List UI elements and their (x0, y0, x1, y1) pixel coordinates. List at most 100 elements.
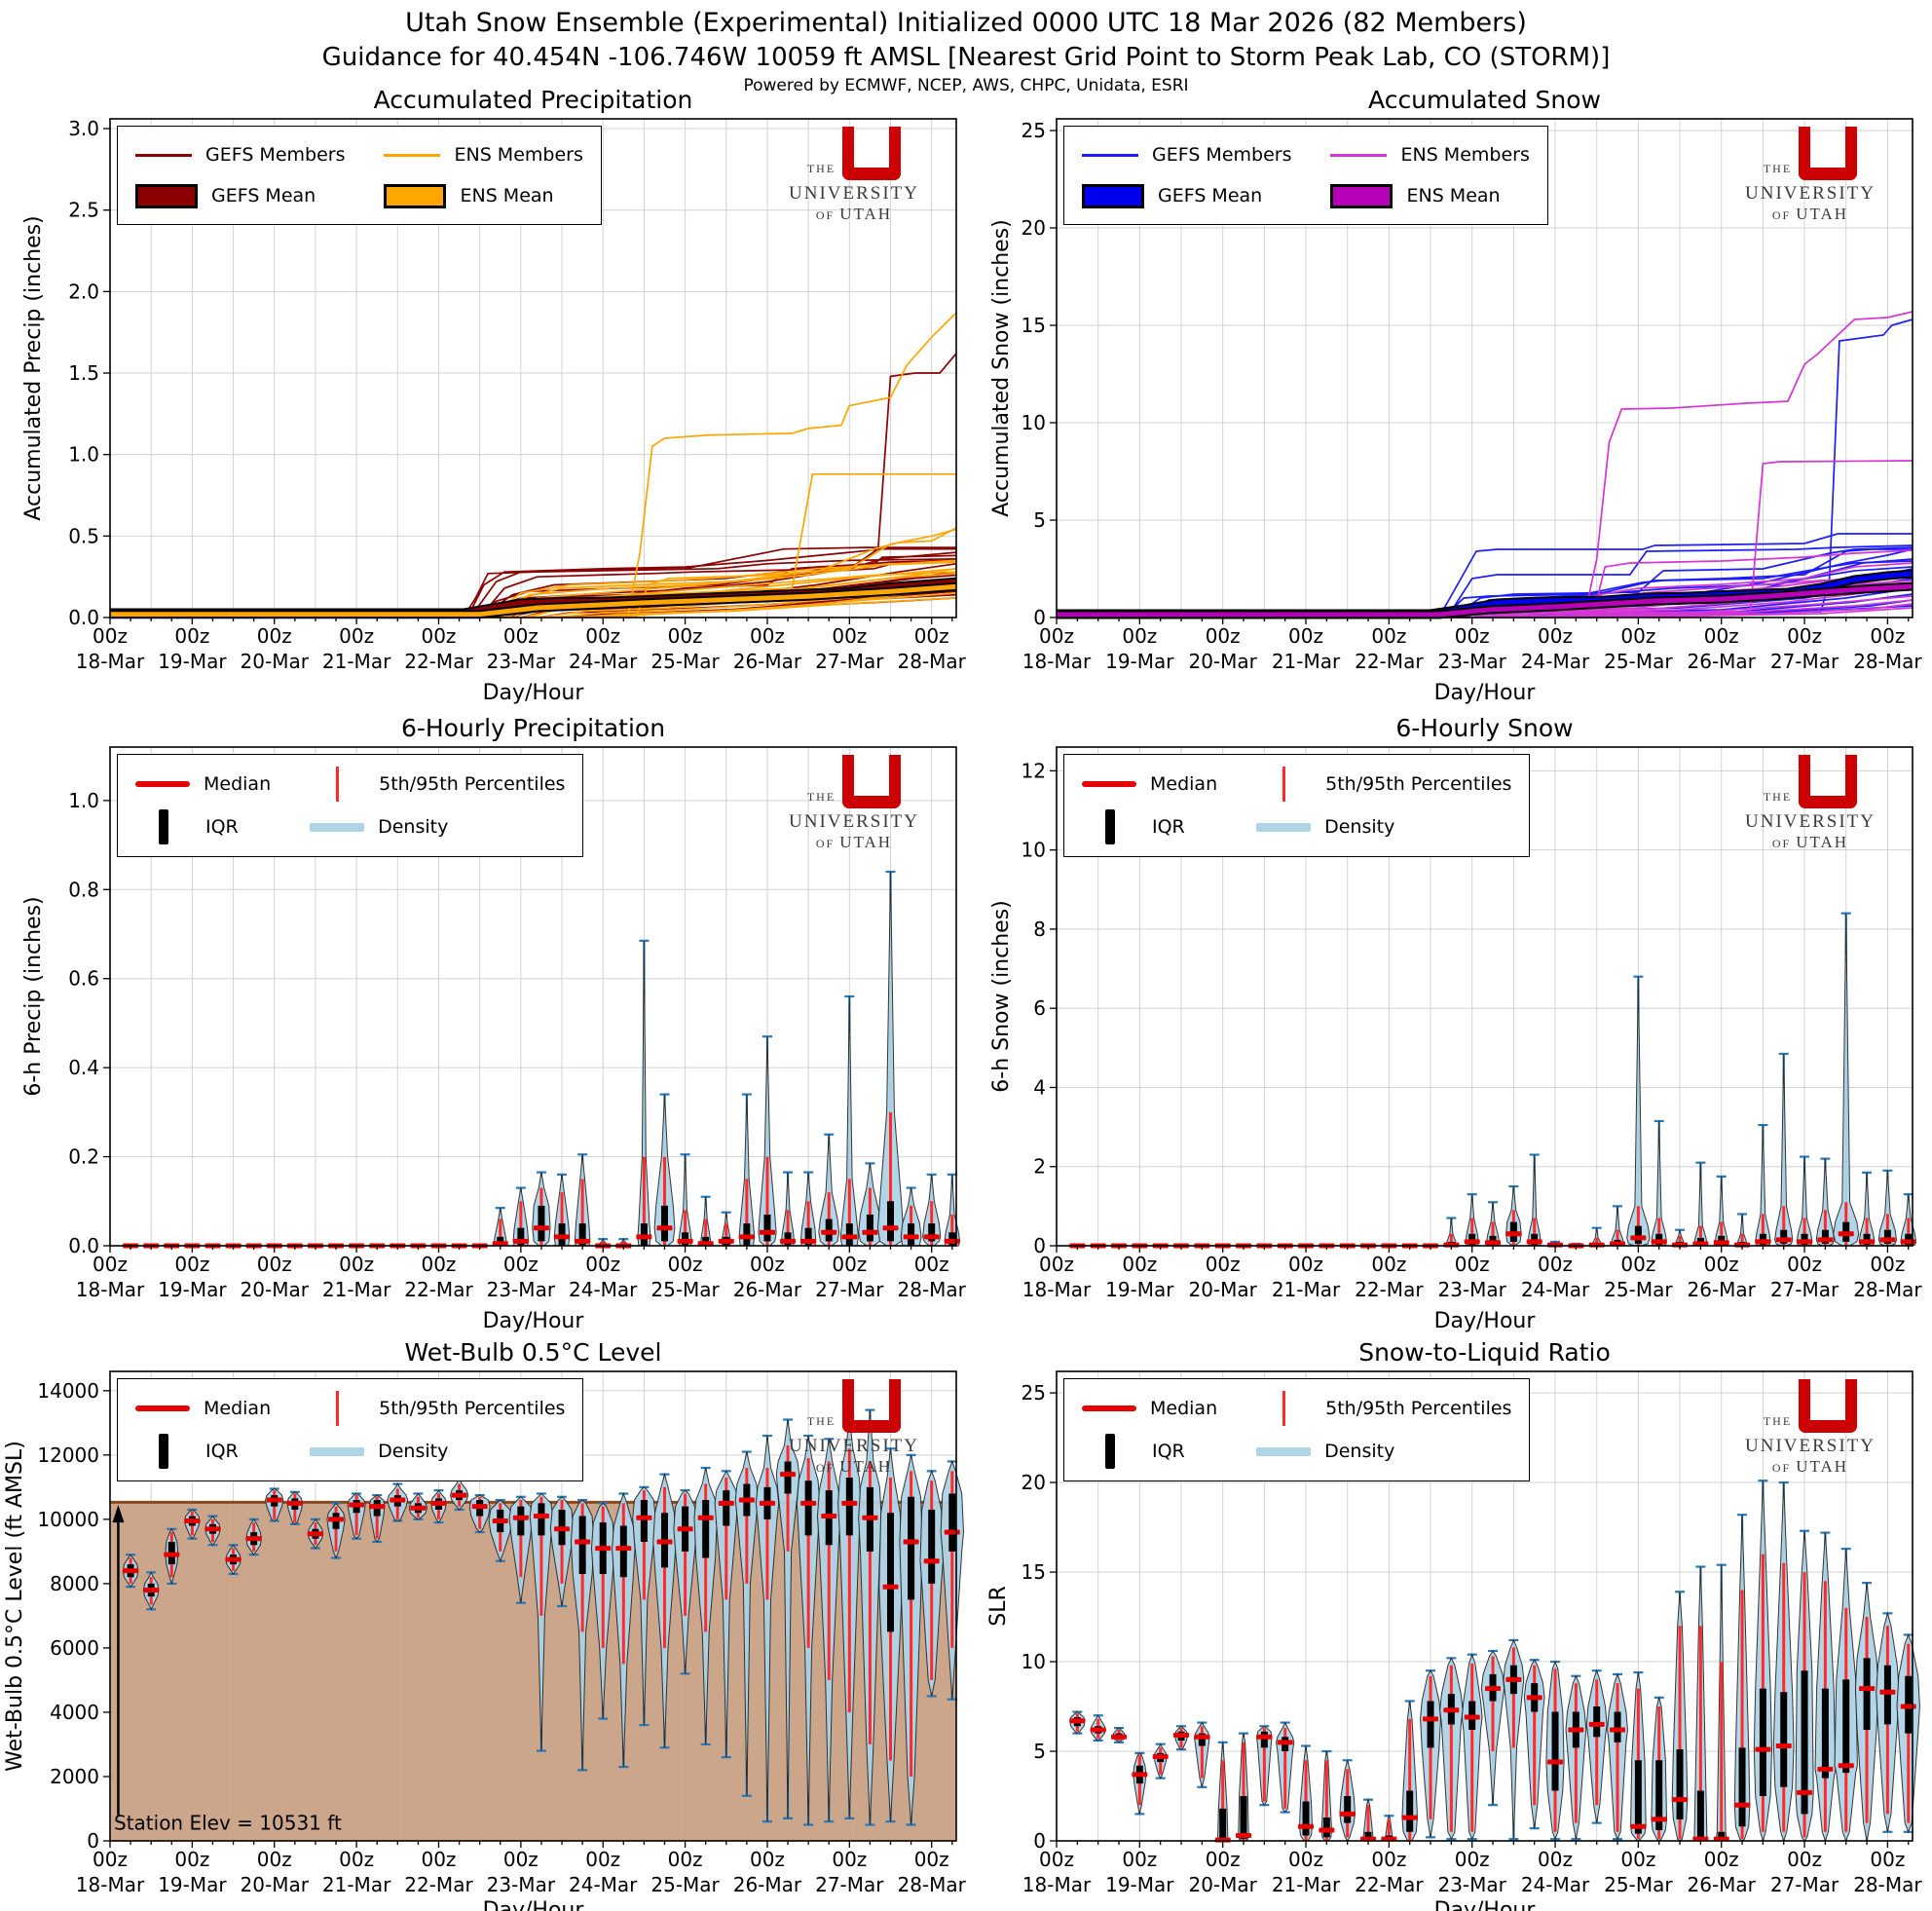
x-tick-label-date: 27-Mar (1770, 1278, 1839, 1301)
x-tick-label-hour: 00z (174, 624, 209, 648)
x-tick-label-date: 20-Mar (1188, 1873, 1257, 1896)
median-dash (677, 1238, 693, 1244)
x-tick-label-date: 26-Mar (1688, 650, 1757, 673)
median-dash (595, 1546, 612, 1552)
x-tick-label-date: 26-Mar (733, 1873, 802, 1896)
median-dash (1443, 1707, 1460, 1713)
median-dash (1859, 1686, 1876, 1692)
logo-the-text: THE (806, 790, 836, 804)
median-dash (738, 1234, 755, 1240)
legend: Median 5th/95th Percentiles IQR Density (117, 1378, 584, 1481)
x-tick-label-date: 28-Mar (897, 650, 966, 673)
x-tick-label-hour: 00z (93, 1253, 128, 1276)
x-axis-label: Day/Hour (483, 1898, 585, 1911)
gefs-member-line (110, 547, 956, 618)
median-dash (286, 1500, 303, 1506)
logo-the-text: THE (1763, 790, 1793, 804)
x-tick-label-date: 19-Mar (158, 650, 227, 673)
y-tick-label: 10 (1022, 411, 1046, 434)
median-dash (1090, 1727, 1106, 1733)
block-u-icon (842, 1379, 902, 1433)
x-tick-label-date: 21-Mar (1272, 650, 1341, 673)
median-dash (1132, 1772, 1148, 1778)
station-elevation-label: Station Elev = 10531 ft (114, 1811, 342, 1834)
y-axis-label: Wet-Bulb 0.5°C Level (ft AMSL) (3, 1441, 27, 1772)
median-dash (1859, 1239, 1876, 1245)
plot-frame (1056, 746, 1913, 1247)
legend-entry: Density (310, 809, 565, 844)
x-tick-label-date: 23-Mar (487, 1873, 556, 1896)
x-tick-label-date: 21-Mar (322, 1873, 391, 1896)
legend-swatch-hbar-icon (1256, 822, 1312, 832)
panel-title: Accumulated Snow (1368, 86, 1601, 114)
x-tick-label-date: 20-Mar (1188, 650, 1257, 673)
x-tick-label-hour: 00z (1870, 1848, 1905, 1871)
median-dash (1236, 1832, 1252, 1838)
legend-entry: IQR (1082, 809, 1217, 844)
legend-swatch-hline-icon (135, 1405, 190, 1411)
x-tick-label-hour: 00z (503, 1848, 539, 1871)
median-dash (780, 1472, 797, 1478)
median-dash (1755, 1239, 1771, 1245)
logo-the-text: THE (806, 162, 836, 175)
x-tick-label-date: 25-Mar (1604, 1873, 1673, 1896)
y-axis-label: 6-h Precip (inches) (21, 896, 46, 1096)
legend-label: Median (204, 773, 272, 795)
x-tick-label-hour: 00z (1787, 1253, 1822, 1276)
legend-label: Median (1150, 773, 1218, 795)
x-tick-label-hour: 00z (339, 624, 374, 648)
x-tick-label-date: 23-Mar (487, 1278, 556, 1301)
x-tick-label-date: 18-Mar (76, 650, 145, 673)
x-tick-label-date: 20-Mar (241, 650, 310, 673)
y-tick-label: 12000 (37, 1443, 99, 1467)
y-axis-label: SLR (986, 1586, 1011, 1627)
median-dash (328, 1517, 345, 1522)
university-of-utah-logo: THE UNIVERSITY OF UTAH (1713, 127, 1908, 224)
legend-label: GEFS Mean (1158, 185, 1263, 206)
x-tick-label-date: 23-Mar (487, 650, 556, 673)
panel-6hourly-precipitation: 0.0 0.2 0.4 0.6 0.8 1.0 00z 18-Mar 00z 19-Mar 00z 2… (0, 714, 966, 1342)
x-tick-label-date: 21-Mar (322, 1278, 391, 1301)
y-tick-label: 0.0 (68, 606, 99, 629)
x-tick-label-date: 24-Mar (1521, 650, 1590, 673)
median-dash (841, 1500, 858, 1506)
violin-body (1626, 976, 1651, 1247)
x-tick-label-date: 26-Mar (1688, 1873, 1757, 1896)
y-tick-label: 4 (1033, 1075, 1046, 1099)
median-dash (1630, 1235, 1647, 1241)
y-tick-label: 1.5 (68, 361, 99, 385)
y-tick-label: 25 (1022, 119, 1046, 142)
median-dash (1069, 1718, 1086, 1724)
legend-swatch-hbar-icon (310, 822, 365, 832)
x-tick-label-hour: 00z (1288, 624, 1323, 648)
violin-body (1796, 1156, 1813, 1247)
y-tick-label: 2.5 (68, 199, 99, 222)
logo-university-text: UNIVERSITY (789, 1436, 919, 1456)
x-tick-label-date: 26-Mar (733, 1278, 802, 1301)
y-tick-label: 6 (1033, 996, 1046, 1020)
x-tick-label-hour: 00z (339, 1253, 374, 1276)
x-tick-label-hour: 00z (257, 1848, 292, 1871)
median-dash (1256, 1734, 1273, 1740)
legend: Median 5th/95th Percentiles IQR Density (117, 754, 584, 857)
x-tick-label-date: 27-Mar (815, 1278, 884, 1301)
y-tick-label: 4000 (50, 1701, 99, 1724)
median-dash (1838, 1231, 1854, 1237)
x-tick-label-hour: 00z (1455, 624, 1490, 648)
university-of-utah-logo: THE UNIVERSITY OF UTAH (757, 127, 951, 224)
legend-entry: Median (1082, 767, 1217, 802)
x-tick-label-hour: 00z (1538, 624, 1573, 648)
median-dash (882, 1584, 899, 1590)
median-dash (636, 1234, 652, 1240)
median-dash (143, 1587, 160, 1592)
station-elevation-arrowhead (112, 1505, 125, 1523)
legend-label: ENS Mean (1406, 185, 1501, 206)
median-dash (554, 1234, 571, 1240)
legend-entry: GEFS Mean (135, 179, 345, 212)
plot-canvas-accum-snow: 051015202500z18-Mar00z19-Mar00z20-Mar00z… (989, 86, 1922, 705)
x-tick-label-hour: 00z (585, 1848, 620, 1871)
median-dash (1610, 1727, 1626, 1733)
gefs-member-line (1057, 544, 1913, 618)
median-dash (349, 1502, 365, 1508)
median-dash (1152, 1754, 1169, 1760)
